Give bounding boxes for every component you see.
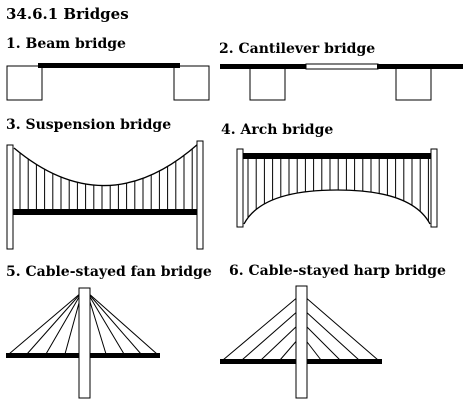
arch-bridge: 4. Arch bridge <box>221 122 438 228</box>
arch-right-abutment <box>430 148 438 228</box>
beam-right-pier <box>173 65 210 101</box>
harp-stay-right <box>303 309 360 361</box>
suspension-bridge: 3. Suspension bridge <box>6 117 204 250</box>
suspension-main-cable <box>13 143 199 187</box>
cantilever-suspended-span <box>305 63 379 70</box>
beam-left-pier <box>6 65 43 101</box>
fan-pylon <box>78 287 91 399</box>
harp-stay-left <box>241 309 300 361</box>
fan-stay-left <box>45 291 83 355</box>
fan-stay-left <box>8 291 83 355</box>
fan-bridge: 5. Cable-stayed fan bridge <box>6 264 212 399</box>
beam-deck <box>38 63 180 68</box>
fan-stay-right <box>86 291 158 355</box>
harp-stay-right <box>303 323 341 361</box>
harp-stay-left <box>222 295 300 361</box>
harp-stay-left <box>260 323 300 361</box>
suspension-deck <box>10 209 203 215</box>
fan-stay-right <box>86 291 125 355</box>
beam-bridge: 1. Beam bridge <box>6 36 210 101</box>
suspension-bridge-label: 3. Suspension bridge <box>6 117 171 133</box>
arch-curve <box>243 189 431 225</box>
suspension-hangers <box>19 148 193 210</box>
harp-stay-right <box>303 295 379 361</box>
fan-stay-cables <box>8 291 158 355</box>
arch-spandrel-columns <box>247 158 429 222</box>
cantilever-right-arm <box>377 64 463 69</box>
page-title: 34.6.1 Bridges <box>6 5 129 23</box>
fan-stay-right <box>86 291 142 355</box>
cantilever-bridge-label: 2. Cantilever bridge <box>219 41 375 57</box>
fan-bridge-label: 5. Cable-stayed fan bridge <box>6 264 212 280</box>
beam-bridge-label: 1. Beam bridge <box>6 36 126 52</box>
cantilever-bridge: 2. Cantilever bridge <box>219 41 463 101</box>
arch-bridge-label: 4. Arch bridge <box>221 122 333 138</box>
harp-bridge-label: 6. Cable-stayed harp bridge <box>229 263 446 279</box>
harp-pylon <box>295 285 308 399</box>
harp-stay-cables <box>222 295 379 361</box>
suspension-left-tower <box>6 144 14 250</box>
cantilever-right-pier <box>395 66 432 101</box>
arch-deck <box>241 153 434 159</box>
suspension-right-tower <box>196 140 204 250</box>
fan-stay-left <box>26 291 83 355</box>
cantilever-left-arm <box>220 64 307 69</box>
harp-bridge: 6. Cable-stayed harp bridge <box>220 263 446 399</box>
cantilever-left-pier <box>249 66 286 101</box>
arch-left-abutment <box>236 148 244 228</box>
